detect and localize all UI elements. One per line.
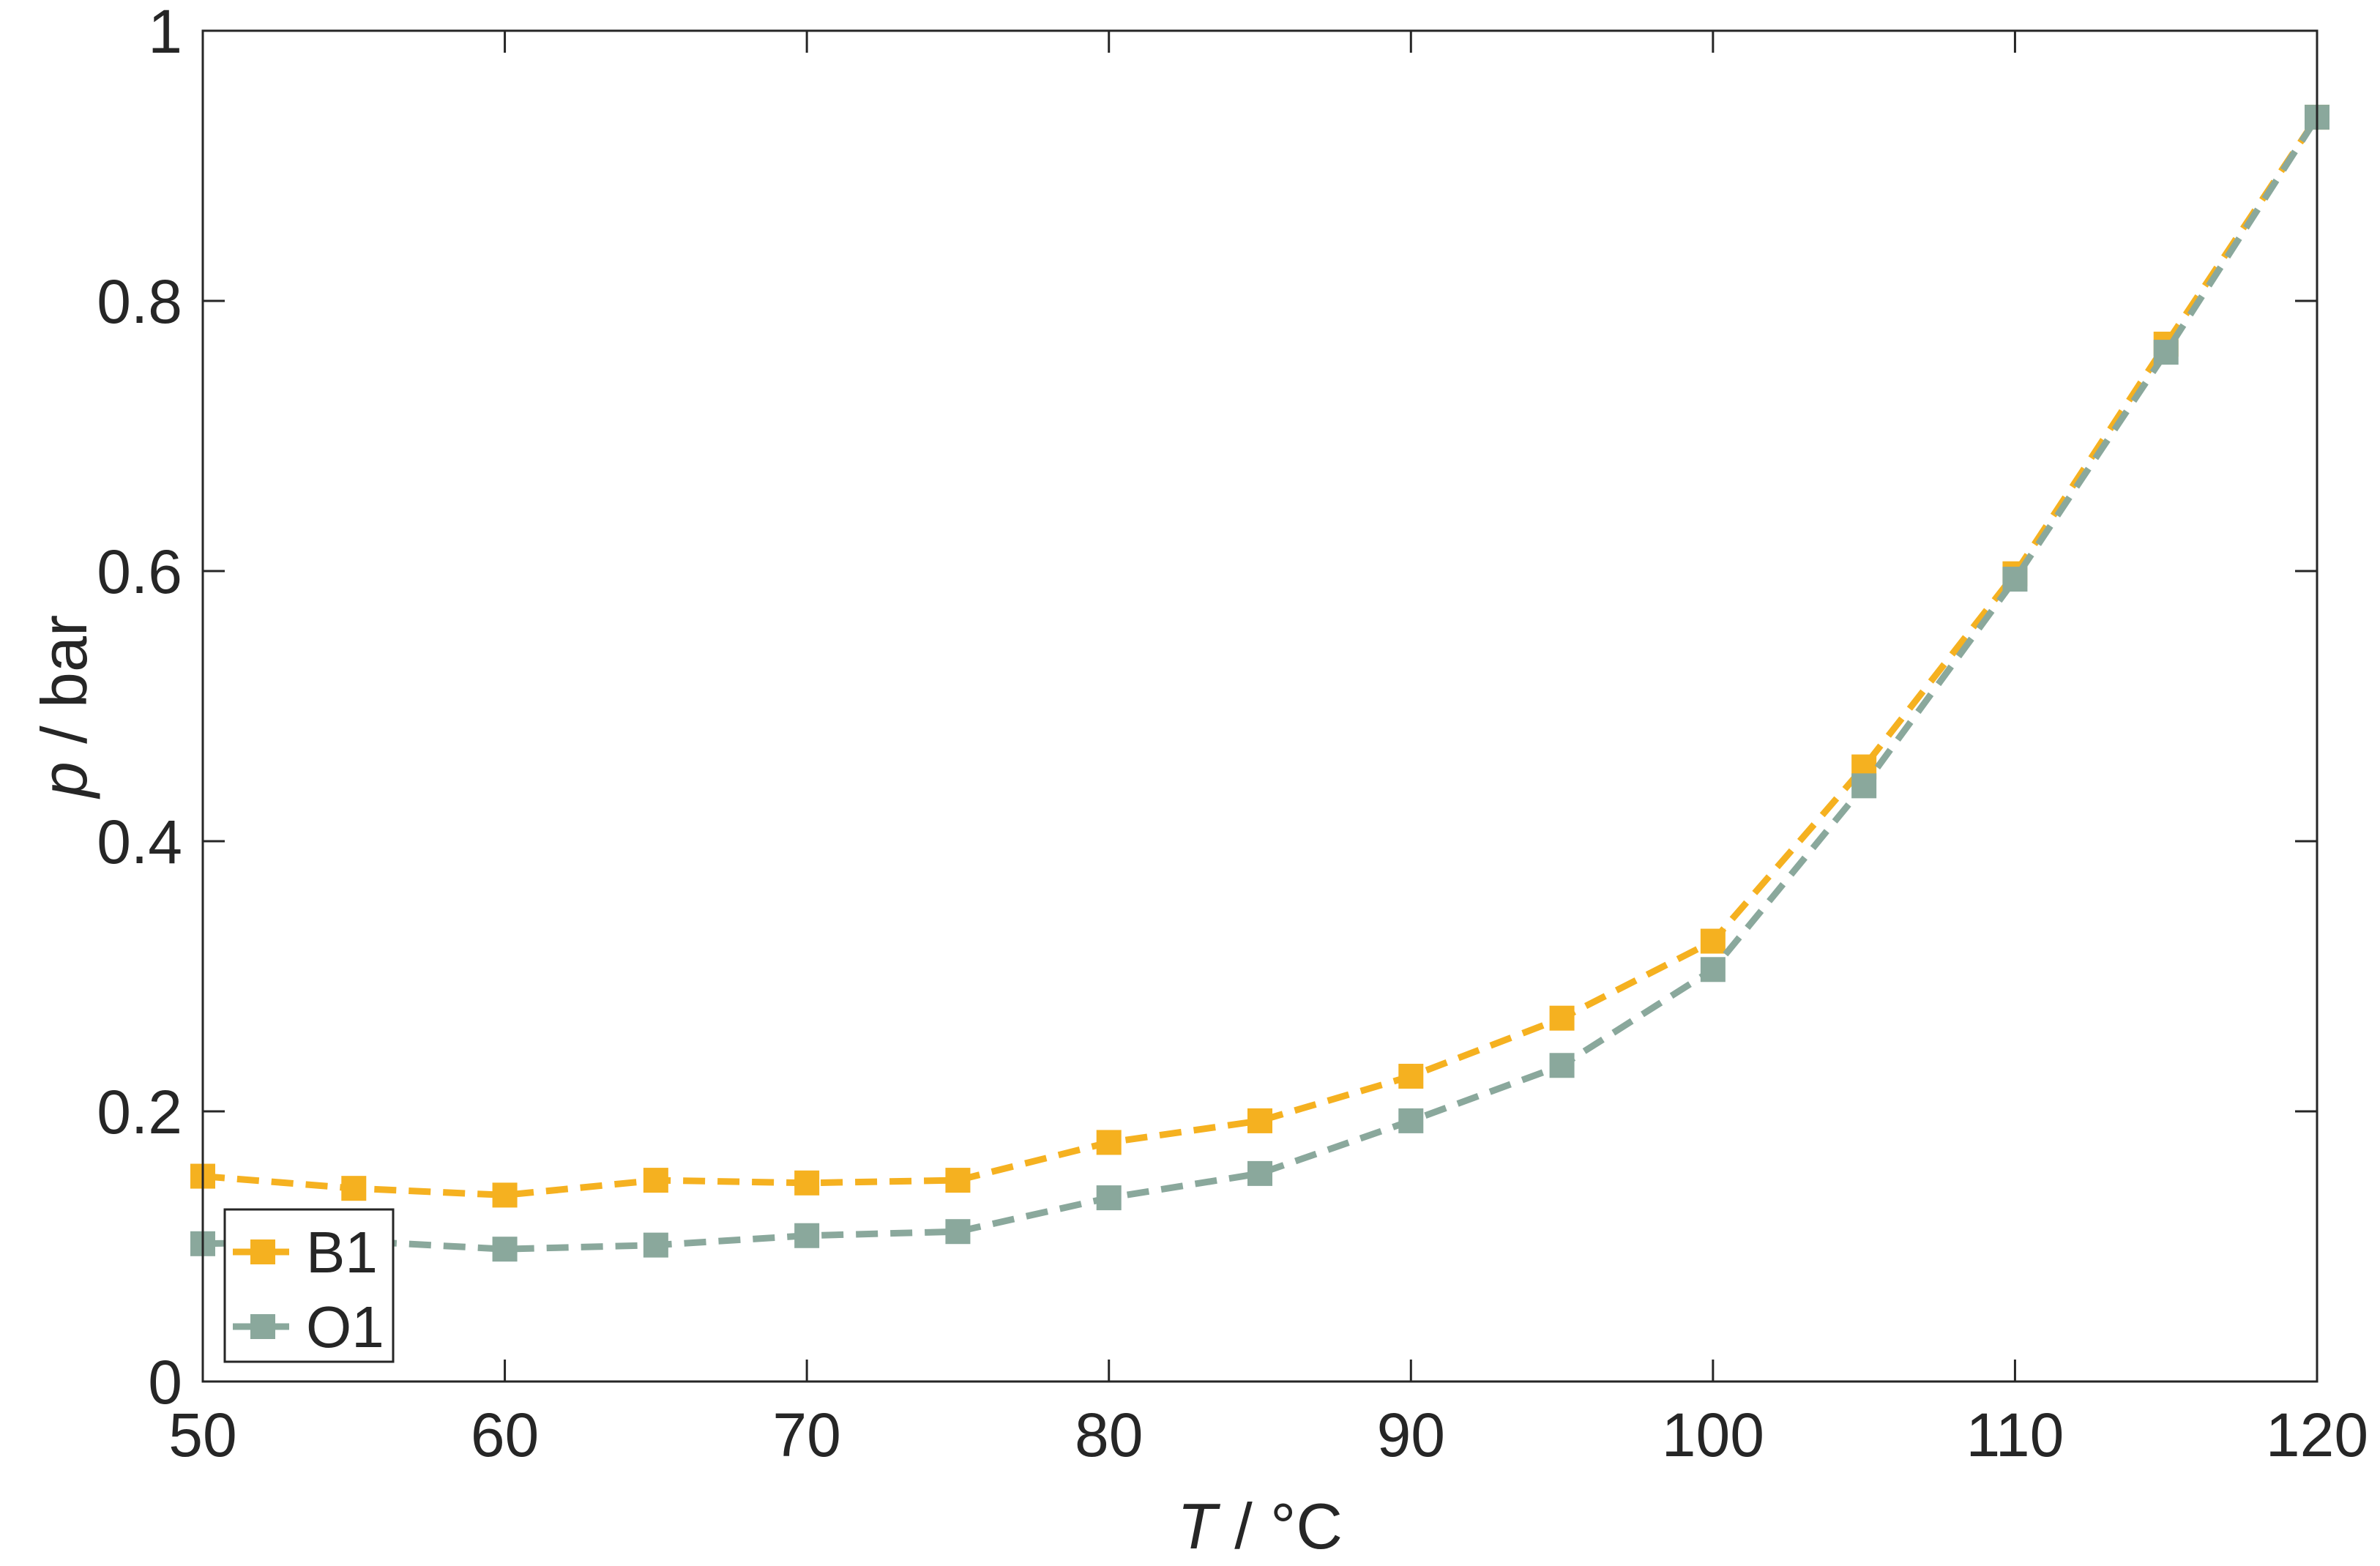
x-tick-label: 60 <box>471 1401 539 1469</box>
y-tick-label: 0.8 <box>97 267 182 336</box>
series-line-b1 <box>202 115 2320 1198</box>
legend-marker-o1 <box>250 1314 275 1339</box>
x-tick-label: 100 <box>1662 1401 1764 1469</box>
y-tick-label: 0 <box>148 1348 182 1417</box>
data-point-b1 <box>1549 1005 1575 1031</box>
y-axis-unit: / bar <box>28 615 100 762</box>
legend-marker-b1 <box>250 1239 275 1264</box>
x-axis-variable: T <box>1177 1490 1220 1562</box>
data-point-b1 <box>1398 1064 1424 1089</box>
data-point-o1 <box>1247 1160 1272 1186</box>
data-point-b1 <box>341 1176 367 1201</box>
axes-box <box>201 29 2319 1383</box>
data-point-o1 <box>945 1219 971 1245</box>
data-point-o1 <box>794 1223 820 1248</box>
data-point-o1 <box>1851 773 1877 799</box>
y-tick-label: 0.6 <box>97 537 182 606</box>
y-tick-label: 0.4 <box>97 808 182 876</box>
x-tick-label: 70 <box>772 1401 840 1469</box>
data-point-o1 <box>1398 1108 1424 1133</box>
data-point-b1 <box>492 1182 518 1208</box>
x-axis-label: T / °C <box>1177 1490 1343 1562</box>
data-point-b1 <box>1700 928 1726 954</box>
series-layer <box>190 105 2329 1262</box>
data-point-b1 <box>1247 1108 1272 1133</box>
data-point-o1 <box>1549 1053 1575 1078</box>
y-tick-labels: 0 0.2 0.4 0.6 0.8 1 <box>97 0 182 1417</box>
y-tick-label: 0.2 <box>97 1078 182 1146</box>
y-axis-variable: p <box>28 761 100 799</box>
x-tick-label: 80 <box>1075 1401 1143 1469</box>
x-tick-label: 50 <box>168 1401 236 1469</box>
data-point-b1 <box>1096 1130 1122 1155</box>
data-point-o1 <box>1700 957 1726 983</box>
legend-label-b1: B1 <box>306 1220 378 1285</box>
data-point-o1 <box>2002 567 2028 592</box>
data-point-o1 <box>2153 340 2179 365</box>
data-point-o1 <box>643 1232 668 1258</box>
x-tick-labels: 50 60 70 80 90 100 110 120 <box>168 1401 2368 1469</box>
x-axis-unit: / °C <box>1217 1490 1343 1562</box>
data-point-b1 <box>643 1168 668 1193</box>
legend-entry-o1: O1 <box>233 1294 384 1360</box>
legend-entry-b1: B1 <box>233 1220 378 1285</box>
y-tick-label: 1 <box>148 0 182 66</box>
ticks-layer <box>201 29 2319 1383</box>
data-point-b1 <box>794 1170 820 1196</box>
data-point-o1 <box>1096 1185 1122 1211</box>
legend-label-o1: O1 <box>306 1294 384 1360</box>
x-tick-label: 110 <box>1966 1401 2064 1469</box>
data-point-o1 <box>492 1237 518 1262</box>
x-tick-label: 90 <box>1377 1401 1445 1469</box>
series-line-o1 <box>202 115 2320 1253</box>
x-tick-label: 120 <box>2266 1401 2368 1469</box>
y-axis-label: p / bar <box>28 615 100 800</box>
data-point-b1 <box>945 1168 971 1193</box>
